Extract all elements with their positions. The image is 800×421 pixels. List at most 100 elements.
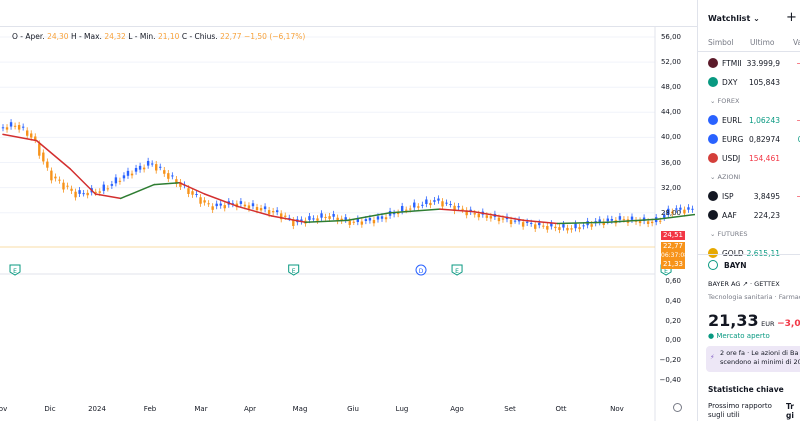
candle — [332, 213, 335, 217]
moving-average-segment — [178, 181, 206, 195]
watchlist-row[interactable]: AAF 224,23 −2,7 — [698, 206, 800, 224]
close-value: 22,77 — [220, 32, 242, 41]
indicator-axis-label: 0,00 — [665, 336, 681, 345]
candle — [94, 191, 97, 193]
row-change: 0,0018 — [784, 135, 800, 144]
settings-icon[interactable] — [673, 403, 682, 412]
candle — [517, 219, 521, 222]
section-header[interactable]: ⌄ AZIONI — [710, 173, 741, 181]
divider — [698, 254, 800, 255]
time-axis-label: Dic — [44, 405, 56, 413]
candle — [30, 133, 33, 138]
col-change[interactable]: Va — [793, 38, 800, 47]
candle — [150, 163, 154, 165]
candle — [70, 188, 73, 191]
key-stats-title: Statistiche chiave — [708, 385, 784, 394]
candle — [211, 206, 214, 210]
candle — [384, 217, 388, 220]
time-axis-label: Nov — [610, 405, 624, 413]
watchlist-row[interactable]: ISP 3,8495 −0,049 — [698, 187, 800, 205]
candle — [425, 199, 428, 205]
candle — [473, 213, 476, 215]
watchlist-row[interactable]: FTMII 33.999,9 −343,9 — [698, 54, 800, 72]
watchlist-title[interactable]: Watchlist ⌄ — [708, 14, 760, 23]
add-symbol-button[interactable]: + — [786, 10, 797, 25]
detail-change: −3,00 — [777, 319, 800, 329]
col-last[interactable]: Ultimo — [750, 38, 775, 47]
candle — [21, 126, 25, 128]
price-axis-label: 56,00 — [660, 33, 681, 41]
candle — [191, 191, 194, 195]
open-value: 24,30 — [47, 32, 69, 41]
row-last: 0,82974 — [748, 134, 780, 144]
candle — [372, 219, 376, 224]
earnings-marker[interactable]: E — [9, 264, 21, 276]
section-header[interactable]: ⌄ FUTURES — [710, 230, 748, 238]
watchlist-row[interactable]: EURL 1,06243 −0,002 — [698, 111, 800, 129]
candle — [392, 213, 396, 215]
candle — [687, 207, 690, 210]
time-axis-label: 2024 — [88, 405, 106, 413]
dividend-marker[interactable]: D — [415, 264, 427, 276]
watchlist-row[interactable]: DXY 105,843 0,32 — [698, 73, 800, 91]
high-label: H - Max. — [70, 32, 102, 41]
candle — [340, 218, 343, 221]
chart-canvas[interactable]: EEDEEE⚡ — [0, 27, 695, 421]
candle — [550, 223, 553, 227]
candle — [13, 125, 17, 127]
candle — [288, 217, 291, 219]
candle — [142, 167, 146, 170]
candle — [130, 173, 134, 176]
earnings-marker[interactable]: E — [288, 264, 300, 276]
row-symbol: ISP — [722, 191, 734, 201]
candle — [574, 223, 577, 229]
section-header[interactable]: ⌄ FOREX — [710, 97, 740, 105]
moving-average-segment — [657, 213, 695, 220]
candle — [66, 185, 69, 187]
low-label: L - Min. — [128, 32, 156, 41]
candle — [405, 209, 408, 211]
earnings-marker[interactable]: E — [451, 264, 463, 276]
candle — [275, 210, 279, 213]
candle — [82, 193, 85, 195]
candle — [280, 213, 283, 220]
candle — [138, 165, 142, 170]
candle — [610, 218, 614, 221]
ma-price-tag: 24,51 — [661, 231, 685, 240]
watchlist-row[interactable]: USDJ 154,461 0,75 — [698, 149, 800, 167]
candle — [409, 208, 412, 210]
news-banner[interactable]: ⚡ 2 ore fa · Le azioni di Ba scendono ai … — [706, 346, 800, 372]
row-change: −0,002 — [784, 116, 800, 125]
candle — [207, 203, 210, 205]
candle — [638, 220, 642, 224]
price-axis-label: 40,00 — [660, 133, 681, 142]
candle — [320, 213, 323, 218]
candle — [114, 177, 118, 184]
moving-average-segment — [119, 183, 155, 200]
moving-average-segment — [2, 133, 38, 142]
candle — [691, 208, 694, 210]
watchlist-row[interactable]: EURG 0,82974 0,0018 — [698, 130, 800, 148]
col-symbol[interactable]: Simbol — [708, 38, 734, 47]
moving-average-segment — [237, 205, 273, 217]
time-axis-label: Set — [504, 405, 516, 413]
svg-text:E: E — [455, 268, 459, 275]
candle — [247, 205, 251, 209]
indicator-axis-label: 0,60 — [665, 277, 681, 285]
time-axis-label: Ott — [555, 405, 567, 413]
candle — [255, 207, 259, 211]
moving-average-segment — [388, 208, 441, 214]
symbol-logo-icon — [708, 115, 718, 125]
close-price-tag: 22,77 — [661, 242, 685, 251]
candle — [602, 221, 605, 225]
row-symbol: EURL — [722, 115, 742, 125]
candle — [590, 224, 593, 227]
row-change: −2,7 — [784, 211, 800, 220]
candle — [453, 205, 456, 212]
candle — [38, 143, 41, 156]
price-chart[interactable]: EEDEEE⚡ 56,0052,0048,0044,0040,0036,0032… — [0, 27, 695, 421]
symbol-logo-icon — [708, 58, 718, 68]
candle — [25, 130, 29, 136]
candle — [267, 210, 271, 215]
